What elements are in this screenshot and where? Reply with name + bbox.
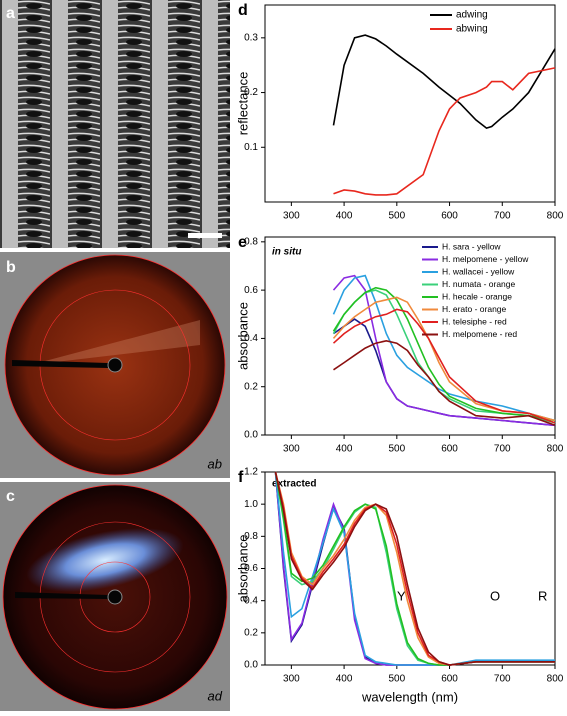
- legend-label: adwing: [456, 10, 488, 21]
- panel-label: a: [6, 5, 15, 22]
- series-line: [274, 471, 555, 666]
- x-tick-label: 400: [336, 211, 353, 222]
- y-axis-label: reflectance: [235, 72, 250, 136]
- image-note: ad: [208, 688, 223, 703]
- series-line: [332, 296, 556, 422]
- plot-frame: [264, 4, 556, 203]
- legend-label: H. hecale - orange: [442, 291, 512, 301]
- legend-label: H. sara - yellow: [442, 241, 501, 251]
- y-tick-label: 1.2: [244, 467, 258, 478]
- image-note: ab: [208, 456, 222, 471]
- x-tick-label: 700: [494, 444, 511, 455]
- y-tick-label: 0.4: [244, 595, 258, 606]
- y-tick-label: 0.0: [244, 660, 258, 671]
- annotation: O: [490, 588, 500, 603]
- legend-label: H. melpomene - yellow: [442, 254, 529, 264]
- x-tick-label: 300: [283, 674, 300, 685]
- x-tick-label: 600: [441, 444, 458, 455]
- legend-label: H. erato - orange: [442, 304, 507, 314]
- series-line: [333, 67, 556, 196]
- scatter-image-ad: [0, 482, 230, 711]
- x-tick-label: 500: [388, 444, 405, 455]
- x-tick-label: 800: [547, 444, 564, 455]
- panel-label: b: [6, 259, 16, 276]
- series-line: [332, 274, 556, 422]
- panel-label: d: [238, 2, 248, 19]
- x-tick-label: 300: [283, 444, 300, 455]
- x-tick-label: 600: [441, 674, 458, 685]
- plot-frame: [264, 236, 556, 436]
- x-tick-label: 700: [494, 211, 511, 222]
- y-tick-label: 0.6: [244, 285, 258, 296]
- panel-label: f: [238, 469, 244, 486]
- sem-image: [0, 0, 230, 248]
- legend-label: H. melpomene - red: [442, 329, 517, 339]
- x-tick-label: 600: [441, 211, 458, 222]
- series-line: [333, 339, 556, 427]
- x-tick-label: 700: [494, 674, 511, 685]
- annotation: Y: [397, 588, 406, 603]
- legend-label: H. numata - orange: [442, 279, 516, 289]
- y-tick-label: 0.1: [244, 142, 258, 153]
- x-tick-label: 300: [283, 211, 300, 222]
- series-line: [332, 274, 556, 427]
- legend-label: H. telesiphe - red: [442, 316, 507, 326]
- y-tick-label: 0.8: [244, 531, 258, 542]
- series-line: [332, 286, 556, 422]
- y-tick-label: 0.2: [244, 627, 258, 638]
- x-axis-label: wavelength (nm): [361, 689, 458, 704]
- y-tick-label: 0.2: [244, 87, 258, 98]
- annotation: in situ: [272, 247, 301, 258]
- x-tick-label: 400: [336, 674, 353, 685]
- series-line: [332, 308, 556, 424]
- y-tick-label: 1.0: [244, 499, 258, 510]
- y-tick-label: 0.3: [244, 32, 258, 43]
- x-tick-label: 800: [547, 211, 564, 222]
- annotation: extracted: [272, 479, 316, 490]
- legend-label: abwing: [456, 24, 488, 35]
- series-line: [332, 34, 556, 129]
- y-tick-label: 0.0: [244, 430, 258, 441]
- legend-label: H. wallacei - yellow: [442, 266, 515, 276]
- x-tick-label: 500: [388, 211, 405, 222]
- x-tick-label: 400: [336, 444, 353, 455]
- y-axis-label: absorbance: [235, 535, 250, 603]
- y-axis-label: absorbance: [235, 302, 250, 370]
- panel-label: e: [238, 234, 247, 251]
- plot-frame: [264, 471, 556, 666]
- annotation: R: [538, 588, 547, 603]
- series-line: [274, 471, 555, 666]
- panel-label: c: [6, 488, 15, 505]
- scatter-image-ab: [0, 252, 230, 478]
- x-tick-label: 500: [388, 674, 405, 685]
- y-tick-label: 0.8: [244, 236, 258, 247]
- y-tick-label: 0.2: [244, 381, 258, 392]
- y-tick-label: 0.4: [244, 333, 258, 344]
- x-tick-label: 800: [547, 674, 564, 685]
- y-tick-label: 0.6: [244, 563, 258, 574]
